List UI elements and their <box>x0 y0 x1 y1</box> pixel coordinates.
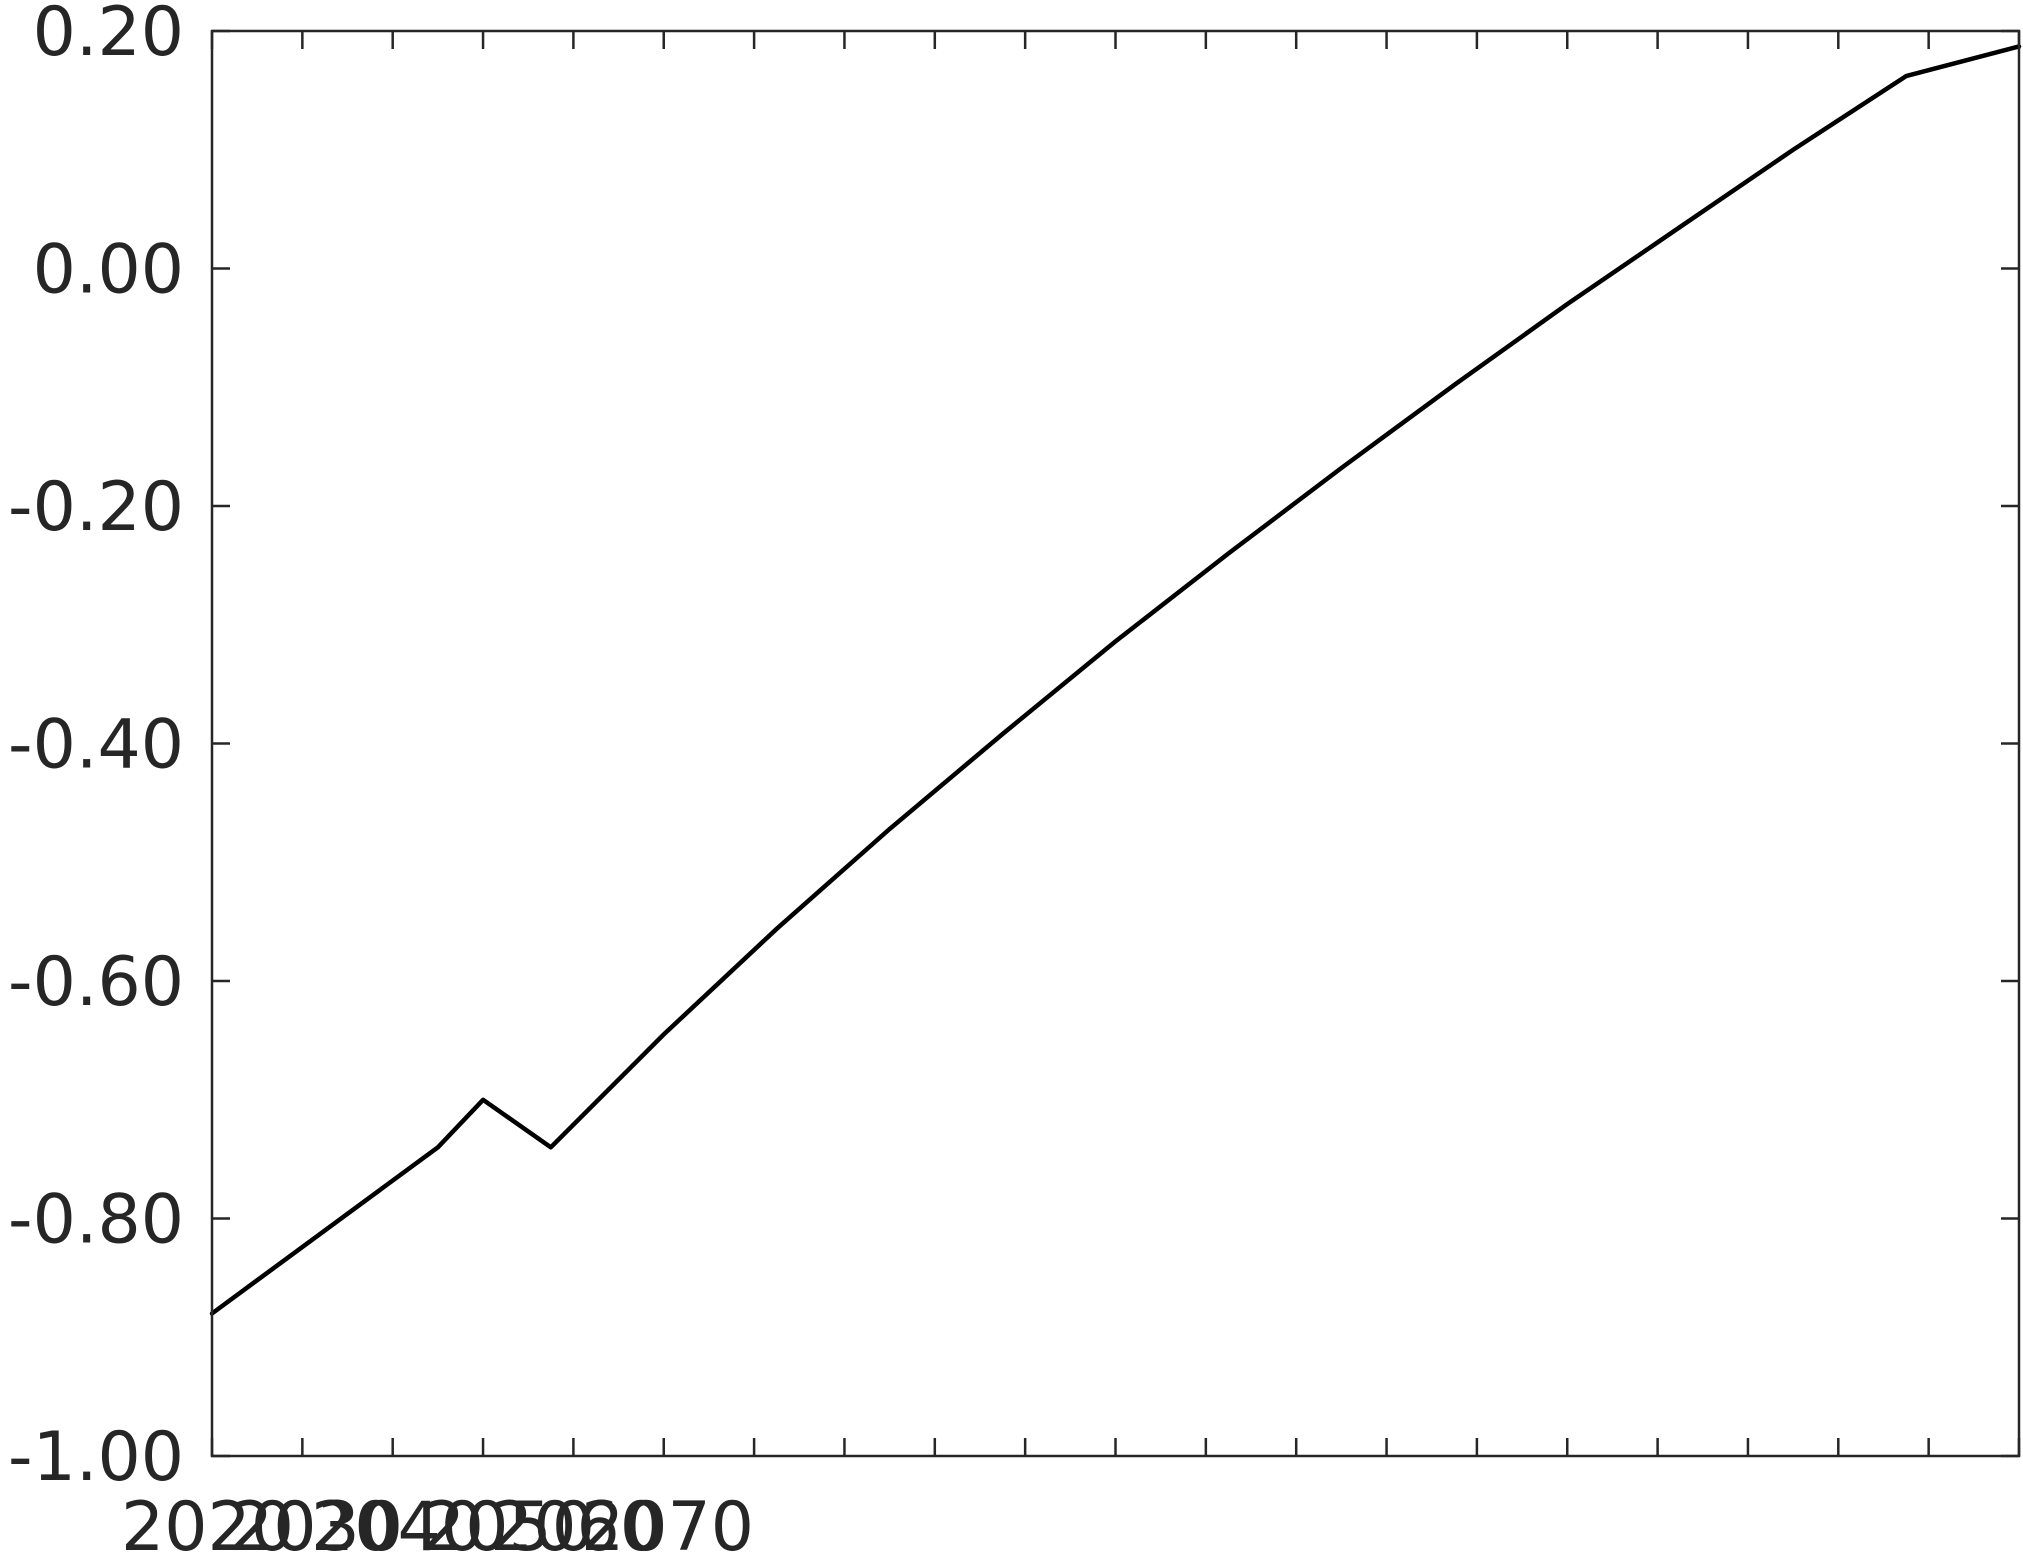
x-tick-label: 2060 <box>490 1488 663 1554</box>
x-tick-label: 2020 <box>121 1488 294 1554</box>
plot-frame <box>210 29 2021 1458</box>
y-tick-label: -0.80 <box>8 1181 184 1260</box>
x-tick-label: 2070 <box>581 1488 754 1554</box>
x-tick-label: 2050 <box>422 1488 595 1554</box>
x-axis-ticks <box>210 31 2021 1456</box>
x-tick-label: 2030 <box>230 1488 403 1554</box>
y-tick-label: 0.00 <box>33 231 184 310</box>
y-tick-label: 0.20 <box>33 0 184 72</box>
series-line-0 <box>209 44 2022 1316</box>
series-layer <box>209 44 2022 1316</box>
x-tick-label: 2040 <box>311 1488 484 1554</box>
y-tick-label: -0.60 <box>8 943 184 1022</box>
y-tick-label: -0.40 <box>8 706 184 785</box>
y-axis-labels: 0.20 0.00 -0.20 -0.40 -0.60 -0.80 -1.00 <box>8 0 184 1497</box>
y-tick-label: -1.00 <box>8 1418 184 1497</box>
y-axis-ticks <box>212 29 2019 1458</box>
y-tick-label: -0.20 <box>8 468 184 547</box>
